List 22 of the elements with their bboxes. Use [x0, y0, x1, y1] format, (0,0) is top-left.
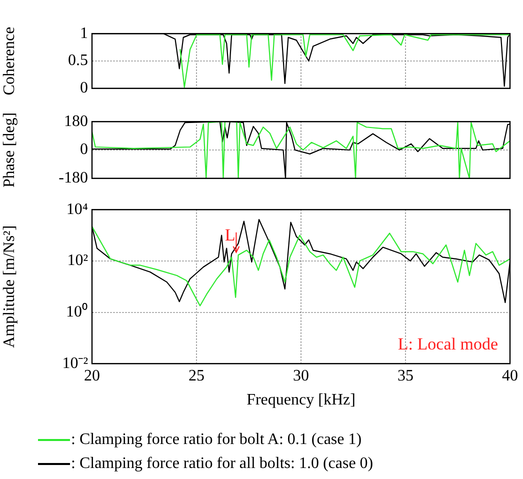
legend-label: : Clamping force ratio for all bolts: 1.0 (case 0) [71, 454, 374, 474]
y-tick-label: 1 [80, 24, 88, 42]
x-tick-label: 35 [398, 367, 414, 384]
legend-label: : Clamping force ratio for bolt A: 0.1 (case 1) [71, 430, 362, 450]
y-tick-label: 10² [67, 252, 88, 270]
y-tick-label: 10⁴ [66, 200, 88, 218]
y-axis-title: Coherence [0, 26, 18, 96]
x-tick-label: 30 [293, 367, 309, 384]
y-axis-title: Amplitude [m/Ns²] [0, 225, 18, 348]
annotation: L [224, 225, 236, 244]
x-axis-title: Frequency [kHz] [246, 392, 356, 409]
y-tick-label: 0 [80, 141, 88, 158]
y-tick-label: 0.5 [68, 52, 88, 70]
x-tick-label: 20 [84, 367, 100, 384]
x-tick-label: 25 [188, 367, 204, 384]
y-tick-label: 0 [80, 80, 88, 97]
y-tick-label: 180 [64, 112, 88, 130]
y-axis-title: Phase [deg] [0, 112, 18, 188]
annotation: L: Local mode [398, 334, 498, 354]
y-tick-label: -180 [58, 170, 88, 187]
x-tick-label: 40 [502, 367, 518, 384]
y-tick-label: 10⁰ [66, 302, 88, 320]
